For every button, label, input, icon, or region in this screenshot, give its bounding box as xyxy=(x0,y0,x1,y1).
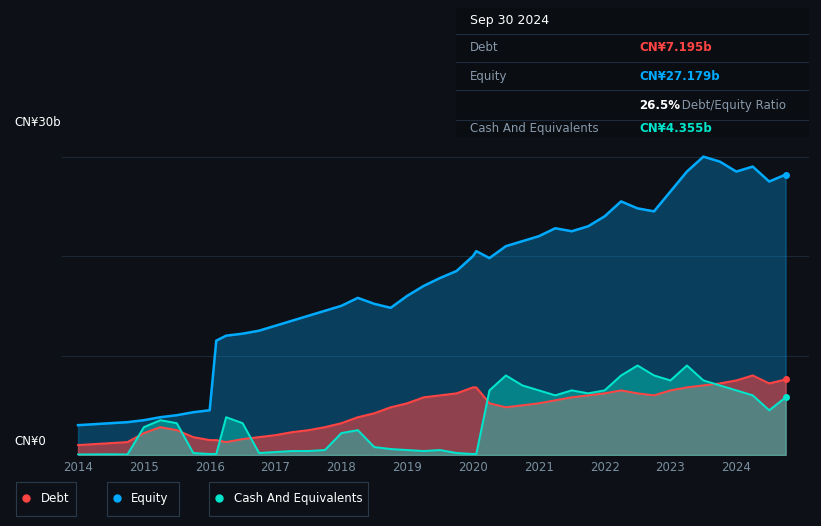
Text: CN¥4.355b: CN¥4.355b xyxy=(640,122,712,135)
Text: Cash And Equivalents: Cash And Equivalents xyxy=(234,492,363,505)
Text: Debt: Debt xyxy=(41,492,70,505)
Text: Debt/Equity Ratio: Debt/Equity Ratio xyxy=(678,99,786,112)
Text: Equity: Equity xyxy=(131,492,169,505)
Text: Debt: Debt xyxy=(470,42,498,54)
Text: CN¥27.179b: CN¥27.179b xyxy=(640,69,720,83)
Text: Sep 30 2024: Sep 30 2024 xyxy=(470,14,549,27)
Text: CN¥7.195b: CN¥7.195b xyxy=(640,42,712,54)
Text: 26.5%: 26.5% xyxy=(640,99,681,112)
Text: Equity: Equity xyxy=(470,69,507,83)
Text: CN¥0: CN¥0 xyxy=(15,435,47,448)
Text: CN¥30b: CN¥30b xyxy=(15,116,62,129)
Text: Cash And Equivalents: Cash And Equivalents xyxy=(470,122,599,135)
